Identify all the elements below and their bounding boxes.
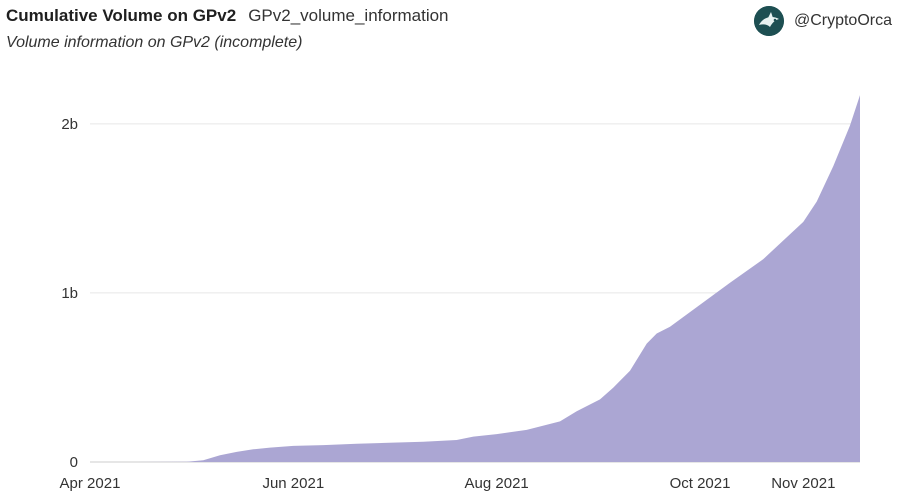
chart-title: Cumulative Volume on GPv2 xyxy=(6,6,237,25)
y-axis-ticks: 0 1b 2b xyxy=(61,116,78,471)
author-name: @CryptoOrca xyxy=(793,12,892,29)
chart-subtitle: Volume information on GPv2 (incomplete) xyxy=(6,34,303,51)
area-series xyxy=(90,95,860,462)
x-tick-label: Apr 2021 xyxy=(60,475,121,492)
x-tick-label: Nov 2021 xyxy=(771,475,835,492)
x-tick-label: Jun 2021 xyxy=(262,475,324,492)
x-axis-ticks: Apr 2021 Jun 2021 Aug 2021 Oct 2021 Nov 2021 xyxy=(60,475,836,492)
x-tick-label: Aug 2021 xyxy=(465,475,529,492)
y-tick-label: 2b xyxy=(61,116,78,133)
query-name-link[interactable]: GPv2_volume_information xyxy=(248,6,449,25)
orca-avatar-icon xyxy=(753,6,784,36)
x-tick-label: Oct 2021 xyxy=(670,475,731,492)
author-badge[interactable]: @CryptoOrca xyxy=(753,6,892,36)
y-tick-label: 0 xyxy=(70,454,78,471)
chart-header: Cumulative Volume on GPv2 GPv2_volume_in… xyxy=(6,6,449,52)
y-tick-label: 1b xyxy=(61,285,78,302)
area-fill xyxy=(90,95,860,462)
title-row: Cumulative Volume on GPv2 GPv2_volume_in… xyxy=(6,6,449,26)
